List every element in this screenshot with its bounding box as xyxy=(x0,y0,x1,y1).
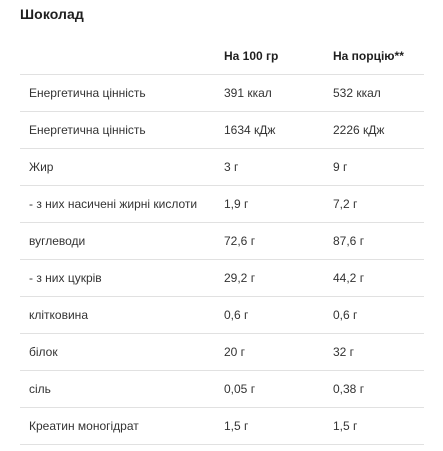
nutrient-name: - з них цукрів xyxy=(20,259,215,297)
nutrition-table: На 100 гр На порцію** Енергетична цінніс… xyxy=(20,38,424,445)
value-per-100g: 29,2 г xyxy=(215,259,324,297)
value-per-100g: 1,9 г xyxy=(215,185,324,223)
nutrient-name: білок xyxy=(20,333,215,371)
value-per-serving: 9 г xyxy=(324,148,424,186)
header-per-serving: На порцію** xyxy=(324,38,424,75)
nutrient-name: Жир xyxy=(20,148,215,186)
value-per-100g: 3 г xyxy=(215,148,324,186)
value-per-100g: 0,05 г xyxy=(215,370,324,408)
table-row: - з них цукрів 29,2 г 44,2 г xyxy=(20,259,424,297)
value-per-serving: 1,5 г xyxy=(324,407,424,445)
nutrient-name: сіль xyxy=(20,370,215,408)
value-per-serving: 32 г xyxy=(324,333,424,371)
nutrient-name: клітковина xyxy=(20,296,215,334)
table-header-row: На 100 гр На порцію** xyxy=(20,38,424,75)
value-per-100g: 1,5 г xyxy=(215,407,324,445)
table-row: сіль 0,05 г 0,38 г xyxy=(20,370,424,408)
table-row: Енергетична цінність 391 ккал 532 ккал xyxy=(20,74,424,112)
nutrient-name: - з них насичені жирні кислоти xyxy=(20,185,215,223)
value-per-100g: 1634 кДж xyxy=(215,111,324,149)
header-per-100g: На 100 гр xyxy=(215,38,324,75)
header-nutrient xyxy=(20,38,215,75)
table-row: Креатин моногідрат 1,5 г 1,5 г xyxy=(20,407,424,445)
value-per-100g: 391 ккал xyxy=(215,74,324,112)
value-per-100g: 20 г xyxy=(215,333,324,371)
table-row: - з них насичені жирні кислоти 1,9 г 7,2… xyxy=(20,185,424,223)
value-per-serving: 44,2 г xyxy=(324,259,424,297)
nutrient-name: Енергетична цінність xyxy=(20,74,215,112)
nutrient-name: Креатин моногідрат xyxy=(20,407,215,445)
table-row: вуглеводи 72,6 г 87,6 г xyxy=(20,222,424,260)
nutrient-name: Енергетична цінність xyxy=(20,111,215,149)
table-row: білок 20 г 32 г xyxy=(20,333,424,371)
value-per-serving: 87,6 г xyxy=(324,222,424,260)
value-per-serving: 2226 кДж xyxy=(324,111,424,149)
value-per-100g: 0,6 г xyxy=(215,296,324,334)
value-per-100g: 72,6 г xyxy=(215,222,324,260)
table-row: клітковина 0,6 г 0,6 г xyxy=(20,296,424,334)
product-title: Шоколад xyxy=(20,6,84,22)
value-per-serving: 7,2 г xyxy=(324,185,424,223)
value-per-serving: 0,6 г xyxy=(324,296,424,334)
value-per-serving: 532 ккал xyxy=(324,74,424,112)
table-row: Енергетична цінність 1634 кДж 2226 кДж xyxy=(20,111,424,149)
nutrient-name: вуглеводи xyxy=(20,222,215,260)
value-per-serving: 0,38 г xyxy=(324,370,424,408)
table-row: Жир 3 г 9 г xyxy=(20,148,424,186)
